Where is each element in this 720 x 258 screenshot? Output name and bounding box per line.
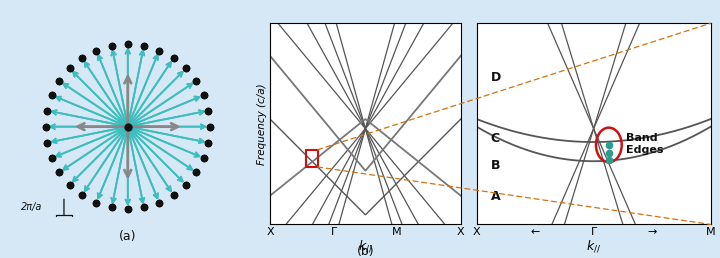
- Y-axis label: Frequency (c/a): Frequency (c/a): [257, 83, 267, 165]
- Text: (b): (b): [357, 245, 374, 258]
- Text: D: D: [491, 71, 501, 84]
- Text: C: C: [491, 132, 500, 145]
- X-axis label: $k_{//}$: $k_{//}$: [586, 239, 601, 254]
- X-axis label: $k_{//}$: $k_{//}$: [358, 239, 373, 254]
- Text: (a): (a): [119, 230, 137, 243]
- Bar: [306, 150, 318, 167]
- Text: Band
Edges: Band Edges: [626, 133, 664, 155]
- Text: A: A: [491, 190, 500, 203]
- Text: 2π/a: 2π/a: [21, 202, 42, 212]
- Text: B: B: [491, 159, 500, 172]
